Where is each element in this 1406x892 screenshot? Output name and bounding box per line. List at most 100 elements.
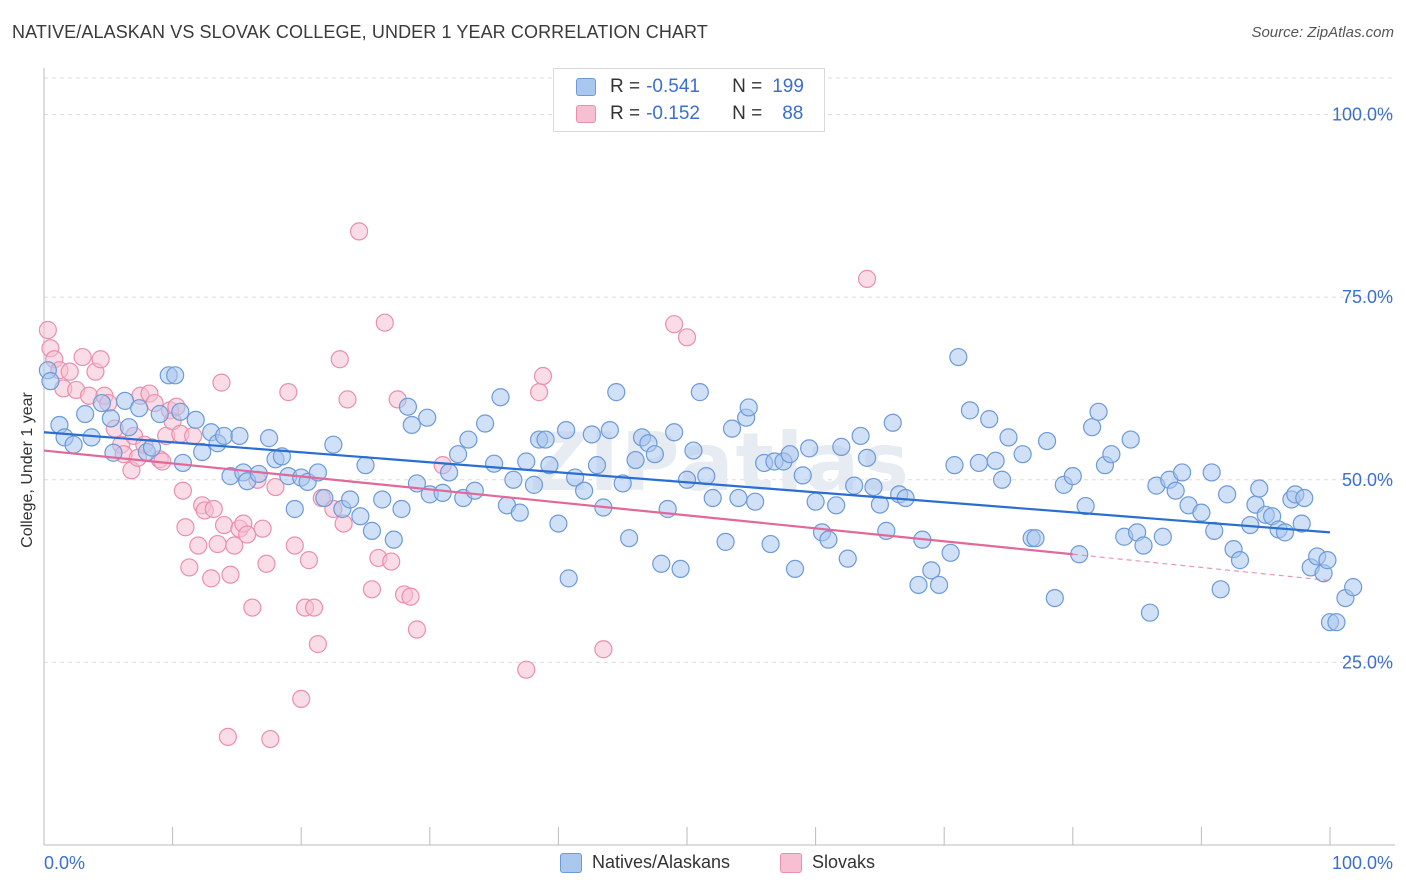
natives-point (883, 413, 902, 432)
slovaks-point (382, 552, 401, 571)
natives-point (439, 463, 459, 482)
natives-point (1140, 603, 1160, 622)
natives-point (1102, 445, 1121, 464)
slovaks-point (857, 269, 877, 288)
natives-point (1344, 578, 1363, 597)
natives-point (373, 490, 392, 509)
natives-point (92, 393, 111, 413)
slovaks-trend-line (43, 449, 1073, 556)
y-tick-label: 50.0% (1342, 470, 1393, 490)
natives-point (130, 399, 149, 418)
slovaks-point (208, 534, 227, 554)
natives-point (716, 532, 735, 551)
y-tick-label: 100.0% (1332, 105, 1393, 125)
slovaks-point (257, 554, 276, 573)
natives-point (1089, 402, 1108, 421)
natives-point (214, 426, 234, 446)
chart-source: Source: ZipAtlas.com (1251, 24, 1394, 41)
slovaks-point (238, 525, 257, 544)
natives-point (230, 426, 249, 446)
slovaks-point (266, 477, 285, 497)
natives-point (448, 445, 468, 464)
natives-point (536, 430, 555, 449)
slovaks-point (173, 481, 192, 500)
natives-point (870, 495, 890, 514)
natives-point (475, 414, 495, 433)
natives-point (557, 420, 576, 440)
natives-point (941, 543, 960, 562)
natives-point (150, 404, 169, 424)
slovaks-point (299, 551, 319, 570)
natives-point (392, 499, 411, 519)
natives-point (384, 530, 403, 549)
natives-point (1037, 431, 1057, 451)
natives-point (1082, 418, 1102, 437)
natives-point (600, 420, 619, 440)
natives-trend-line (43, 431, 1331, 534)
natives-point (1295, 488, 1314, 508)
natives-point (259, 429, 279, 448)
slovaks-point (338, 390, 357, 409)
natives-point (851, 426, 870, 446)
natives-point (340, 490, 360, 509)
x-tick-label: 100.0% (1332, 853, 1393, 873)
slovaks-point (184, 426, 203, 446)
slovaks-point (38, 320, 57, 340)
slovaks-point (292, 689, 311, 709)
natives-swatch (576, 78, 596, 96)
natives-point (992, 470, 1012, 489)
natives-point (351, 507, 370, 526)
natives-point (806, 492, 825, 511)
slovaks-point (91, 350, 110, 369)
legend-r-label: R = (610, 103, 641, 124)
natives-point (1121, 430, 1140, 449)
natives-point (949, 347, 968, 367)
natives-point (626, 450, 645, 470)
slovaks-trend-extension (1072, 553, 1331, 582)
slovaks-point (60, 362, 79, 381)
natives-point (620, 529, 639, 548)
slovaks-point (261, 729, 280, 749)
natives-point (827, 496, 846, 515)
natives-point (800, 439, 819, 458)
natives-point (582, 425, 601, 444)
natives-point (362, 521, 382, 540)
natives-point (1318, 551, 1337, 570)
slovaks-point (407, 620, 427, 639)
natives-point (587, 456, 607, 475)
natives-point (64, 435, 83, 454)
slovaks-point (517, 660, 536, 679)
natives-legend-swatch (560, 852, 582, 873)
slovaks-point (73, 347, 92, 367)
legend-n-value: 88 (782, 103, 804, 124)
natives-point (324, 435, 343, 454)
natives-point (1275, 523, 1295, 542)
slovaks-point (180, 558, 199, 577)
natives-point (607, 383, 626, 402)
legend-row-slovaks: R = -0.152 N = 88 (576, 102, 803, 126)
slovaks-points (38, 222, 877, 749)
slovaks-point (533, 366, 553, 386)
slovaks-point (349, 222, 369, 241)
slovaks-point (330, 350, 349, 369)
natives-point (671, 559, 690, 578)
natives-point (1230, 551, 1250, 570)
natives-point (645, 445, 664, 464)
natives-point (665, 423, 684, 442)
stats-legend: R = -0.541 N = 199 R = -0.152 N = 88 (553, 68, 825, 132)
natives-point (684, 441, 703, 460)
natives-point (761, 534, 780, 554)
natives-point (929, 575, 949, 595)
natives-point (101, 409, 120, 428)
natives-point (517, 452, 536, 471)
y-tick-label: 75.0% (1342, 287, 1393, 307)
grid-lines (44, 77, 1395, 663)
natives-point (119, 418, 138, 437)
y-tick-label: 25.0% (1342, 652, 1393, 672)
natives-point (729, 488, 748, 508)
slovaks-point (243, 598, 262, 617)
natives-point (549, 514, 568, 533)
natives-point (76, 404, 95, 424)
natives-point (402, 415, 421, 435)
